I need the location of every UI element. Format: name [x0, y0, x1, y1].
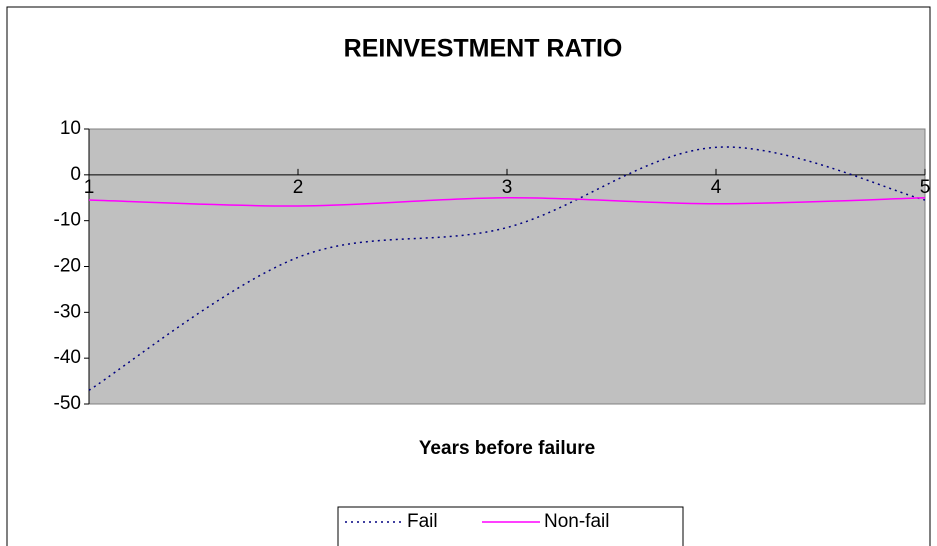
y-tick-label: -10 [54, 210, 81, 231]
x-tick-label: 1 [84, 177, 95, 198]
y-tick-label: -50 [54, 393, 81, 414]
legend-box [337, 506, 684, 546]
y-tick-label: -40 [54, 347, 81, 368]
x-tick-label: 3 [502, 177, 513, 198]
x-tick-label: 4 [711, 177, 722, 198]
series-line [88, 196, 926, 207]
y-tick-label: 0 [70, 164, 81, 185]
y-tick-label: 10 [60, 118, 81, 139]
x-axis-title: Years before failure [419, 438, 595, 459]
x-tick-label: 2 [293, 177, 304, 198]
y-tick-label: -20 [54, 256, 81, 277]
x-tick-label: 5 [920, 177, 931, 198]
chart-title: REINVESTMENT RATIO [344, 35, 623, 63]
legend-label: Fail [407, 511, 438, 532]
legend-label: Non-fail [544, 511, 609, 532]
y-tick-label: -30 [54, 301, 81, 322]
